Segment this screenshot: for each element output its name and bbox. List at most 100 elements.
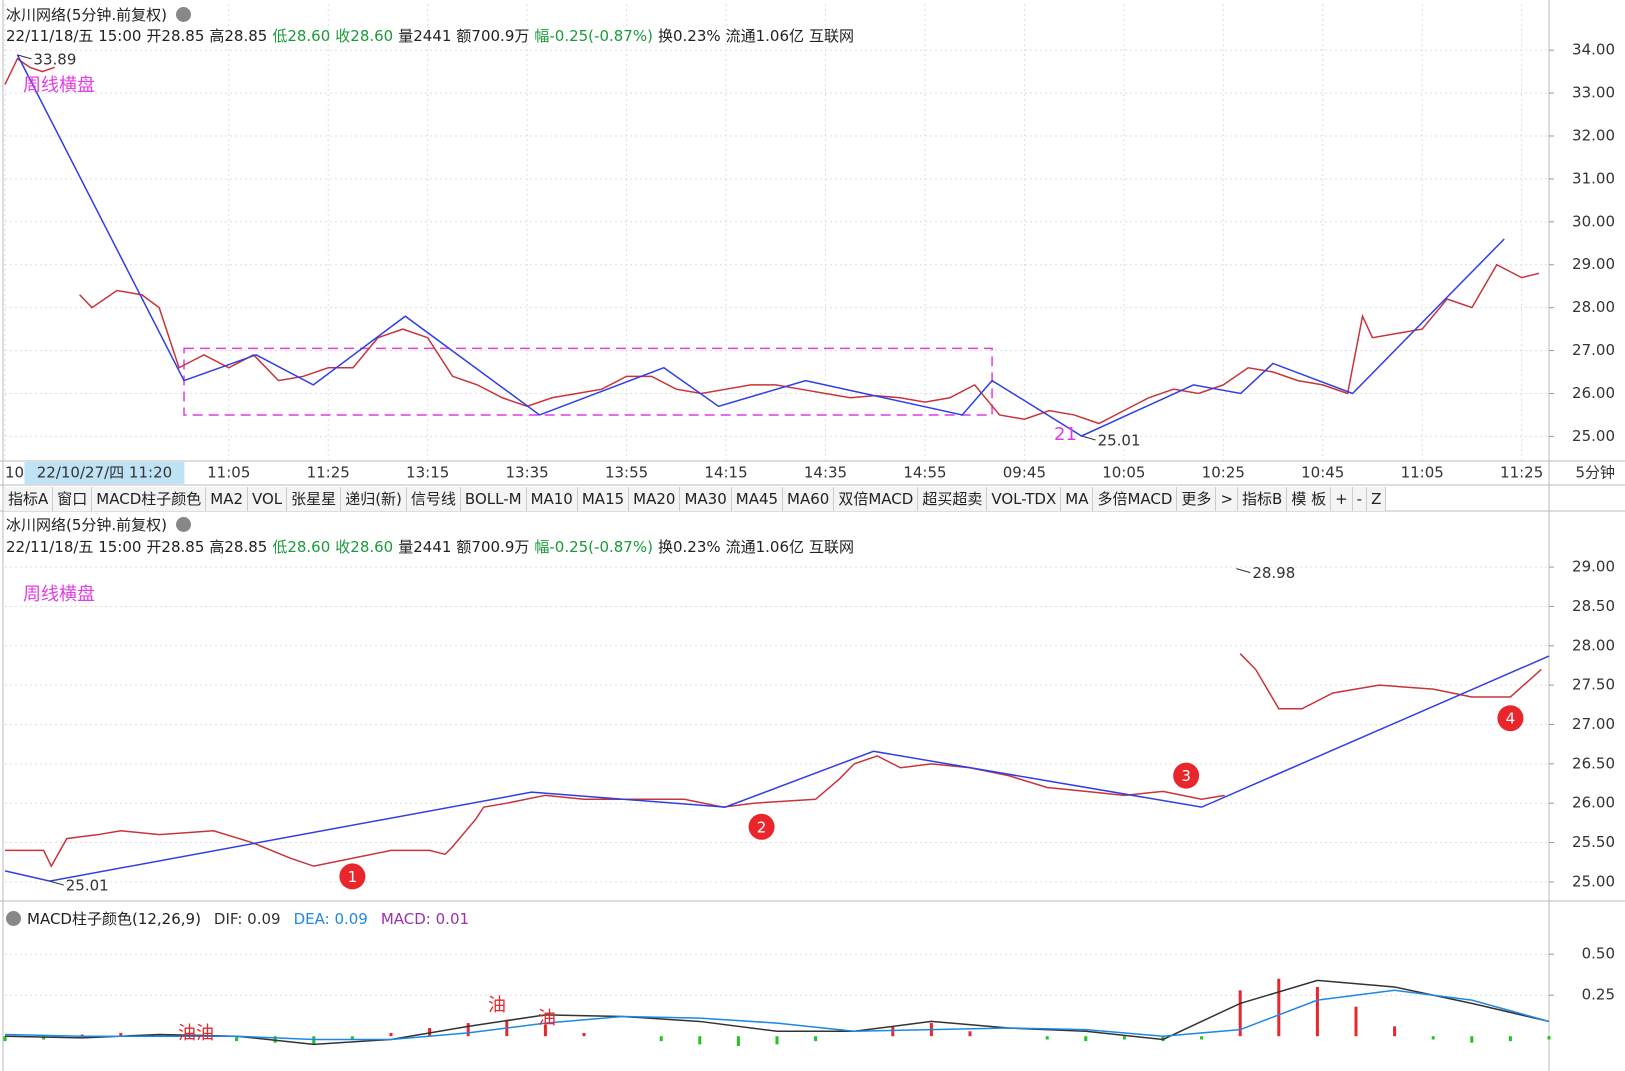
toolbar-button[interactable]: 张星星 (287, 487, 342, 511)
toolbar-button[interactable]: - (1352, 487, 1368, 511)
macd-bar (1393, 1026, 1397, 1037)
toolbar-button[interactable]: MACD柱子颜色 (92, 487, 207, 511)
toolbar-button[interactable]: 指标B (1238, 487, 1288, 511)
quote-field: 高28.85 (209, 27, 268, 45)
toolbar-button[interactable]: MA45 (731, 487, 784, 511)
x-tick-label: 10:45 (1301, 464, 1344, 482)
extreme-pointer (1236, 568, 1251, 574)
toolbar-button[interactable]: MA (1061, 487, 1094, 511)
toolbar-button[interactable]: 更多 (1177, 487, 1217, 511)
toolbar-button[interactable]: + (1331, 487, 1353, 511)
quote-field: 低28.60 (272, 538, 331, 556)
x-tick-label: 11:05 (207, 464, 250, 482)
toolbar-button[interactable]: MA15 (577, 487, 630, 511)
y-tick-label: 26.00 (1572, 384, 1615, 402)
dropdown-icon[interactable] (176, 7, 192, 22)
toolbar-button[interactable]: 模 板 (1287, 487, 1332, 511)
macd-bar (235, 1036, 239, 1042)
quote-field: 低28.60 (272, 27, 331, 45)
macd-bar (1354, 1006, 1358, 1037)
quote-field: 量2441 (398, 538, 452, 556)
y-tick-label: 28.50 (1572, 597, 1615, 615)
x-tick-label: 11:05 (1401, 464, 1444, 482)
macd-bar (814, 1036, 818, 1042)
macd-bar (736, 1036, 740, 1047)
macd-bar (1431, 1036, 1435, 1040)
y-tick-label: 0.50 (1582, 945, 1615, 963)
quote-field: 幅-0.25(-0.87%) (534, 538, 653, 556)
macd-bar (1470, 1036, 1474, 1043)
cursor-label: 22/10/27/四 11:20 (37, 464, 172, 482)
toolbar-button[interactable]: 信号线 (406, 487, 461, 511)
macd-bar (1084, 1036, 1088, 1042)
macd-bar (119, 1032, 123, 1037)
x-tick-label: 14:15 (704, 464, 747, 482)
toolbar-button[interactable]: MA30 (680, 487, 732, 511)
toolbar-button[interactable]: 超买超卖 (918, 487, 988, 511)
toolbar-button[interactable]: 双倍MACD (834, 487, 919, 511)
indicator-title: MACD柱子颜色(12,26,9) (27, 910, 201, 928)
macd-bar (3, 1036, 7, 1042)
dropdown-icon[interactable] (176, 517, 192, 532)
series-line (5, 653, 1542, 868)
toolbar-button[interactable]: MA20 (629, 487, 681, 511)
quote-field: 额700.9万 (456, 538, 530, 556)
quote-title: 冰川网络(5分钟.前复权) (6, 4, 192, 25)
x-tick-label: 10:25 (1202, 464, 1245, 482)
annotation: 周线横盘 (23, 75, 95, 96)
quote-field: 换0.23% (657, 538, 721, 556)
quote-field: 换0.23% (657, 27, 721, 45)
dropdown-icon[interactable] (6, 911, 21, 926)
macd-bar (350, 1036, 354, 1040)
y-tick-label: 25.50 (1572, 833, 1615, 851)
macd-bar (1508, 1036, 1512, 1042)
toolbar-button[interactable]: 递归(新) (341, 487, 407, 511)
marker (1173, 762, 1200, 789)
y-tick-label: 27.50 (1572, 676, 1615, 694)
x-tick-label: 10:05 (1102, 464, 1145, 482)
x-tick-label: 11:25 (307, 464, 350, 482)
toolbar-button[interactable]: MA60 (783, 487, 835, 511)
x-tick-label: 14:55 (903, 464, 946, 482)
annotation: 油油 (178, 1023, 214, 1044)
extreme-label: 25.01 (1098, 431, 1141, 449)
quote-field: 幅-0.25(-0.87%) (534, 27, 653, 45)
y-tick-label: 27.00 (1572, 341, 1615, 359)
toolbar-button[interactable]: BOLL-M (460, 487, 527, 511)
series-line (16, 54, 1505, 437)
toolbar-button[interactable]: MA2 (206, 487, 248, 511)
stock-name: 冰川网络(5分钟.前复权) (6, 6, 168, 24)
range-box (183, 347, 993, 416)
toolbar-button[interactable]: > (1216, 487, 1239, 511)
toolbar-button[interactable]: Z (1367, 487, 1387, 511)
x-tick-label: 11:25 (1500, 464, 1543, 482)
y-tick-label: 31.00 (1572, 169, 1615, 187)
extreme-label: 33.89 (33, 50, 76, 68)
legend-entry: DEA: 0.09 (293, 910, 368, 928)
y-tick-label: 25.00 (1572, 427, 1615, 445)
quote-field: 互联网 (809, 27, 855, 45)
extreme-pointer (17, 54, 32, 60)
x-tick-label: 10 (5, 464, 24, 482)
toolbar-button[interactable]: 指标A (4, 487, 54, 511)
cursor-box (24, 462, 185, 484)
marker-label: 2 (757, 818, 767, 836)
macd-bar (312, 1036, 316, 1045)
toolbar-button[interactable]: 窗口 (53, 487, 93, 511)
legend-entry: DIF: 0.09 (213, 910, 281, 928)
toolbar-button[interactable]: 多倍MACD (1093, 487, 1178, 511)
quote-field: 额700.9万 (456, 27, 530, 45)
macd-bar (273, 1036, 277, 1043)
toolbar-button[interactable]: VOL-TDX (987, 487, 1062, 511)
macd-bar (1277, 978, 1281, 1037)
toolbar-button[interactable]: VOL (248, 487, 288, 511)
series-line (4, 655, 1550, 882)
extreme-pointer (1081, 435, 1096, 441)
stock-name: 冰川网络(5分钟.前复权) (6, 516, 168, 534)
y-tick-label: 32.00 (1572, 126, 1615, 144)
quote-line: 22/11/18/五 15:00 开28.85 高28.85 低28.60 收28.60… (6, 25, 859, 46)
toolbar-button[interactable]: MA10 (526, 487, 578, 511)
annotation: 油 (538, 1008, 556, 1029)
